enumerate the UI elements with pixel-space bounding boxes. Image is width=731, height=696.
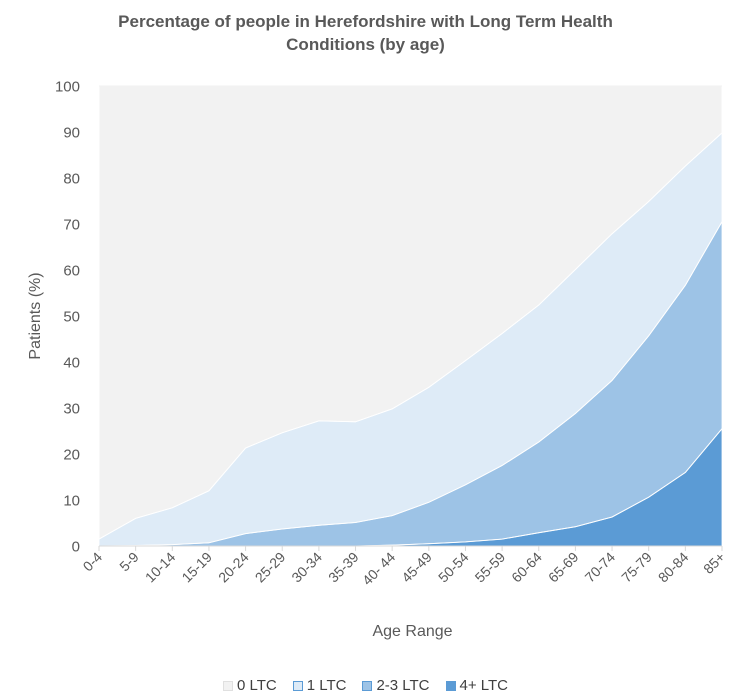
chart-title-line-2: Conditions (by age) [286,35,445,54]
y-tick-label: 60 [63,263,80,280]
y-tick-label: 0 [72,539,80,556]
legend-item: 1 LTC [292,677,347,694]
y-tick-label: 90 [63,125,80,142]
x-tick-label: 25-29 [252,549,289,586]
legend-label: 2-3 LTC [376,677,430,694]
x-tick-label: 10-14 [142,549,179,586]
x-tick-label: 55-59 [472,549,509,586]
chart-title-line-1: Percentage of people in Herefordshire wi… [118,12,613,31]
x-tick-label: 45-49 [398,549,435,586]
x-tick-label: 0-4 [79,549,105,575]
chart-title: Percentage of people in Herefordshire wi… [0,10,731,56]
legend-item: 2-3 LTC [362,677,430,694]
y-tick-label: 100 [55,79,80,96]
x-tick-label: 75-79 [618,549,655,586]
x-tick-label: 5-9 [116,549,142,575]
x-tick-label: 80-84 [655,549,692,586]
x-tick-label: 50-54 [435,549,472,586]
x-tick-label: 30-34 [288,549,325,586]
x-tick-label: 65-69 [545,549,582,586]
legend-label: 0 LTC [236,677,277,694]
legend-swatch [222,681,233,691]
legend-item: 0 LTC [222,677,277,694]
x-tick-label: 20-24 [215,549,252,586]
x-tick-label: 60-64 [508,549,545,586]
x-tick-label: 35-39 [325,549,362,586]
legend-swatch [445,681,456,691]
legend-label: 1 LTC [306,677,347,694]
x-tick-label: 40- 44 [359,549,399,589]
y-tick-label: 10 [63,493,80,510]
y-tick-label: 20 [63,447,80,464]
legend-label: 4+ LTC [459,677,509,694]
legend-swatch [292,681,303,691]
x-tick-label: 85+ [700,549,728,577]
y-tick-label: 40 [63,355,80,372]
series-edge-1-ltc [98,132,723,540]
chart-legend: 0 LTC 1 LTC 2-3 LTC 4+ LTC [0,678,731,694]
x-tick-label: 70-74 [582,549,619,586]
series-edge-2-3-ltc [98,221,723,547]
legend-item: 4+ LTC [445,677,509,694]
y-tick-label: 80 [63,171,80,188]
y-tick-label: 50 [63,309,80,326]
legend-swatch [362,681,373,691]
y-axis-title: Patients (%) [27,272,44,359]
x-axis-title: Age Range [372,623,452,640]
y-tick-label: 30 [63,401,80,418]
y-tick-label: 70 [63,217,80,234]
area-chart: 0 10 20 30 40 50 60 70 80 90 100 0-4 5-9 10-14 15-19 20… [27,79,728,641]
x-tick-label: 15-19 [178,549,215,586]
